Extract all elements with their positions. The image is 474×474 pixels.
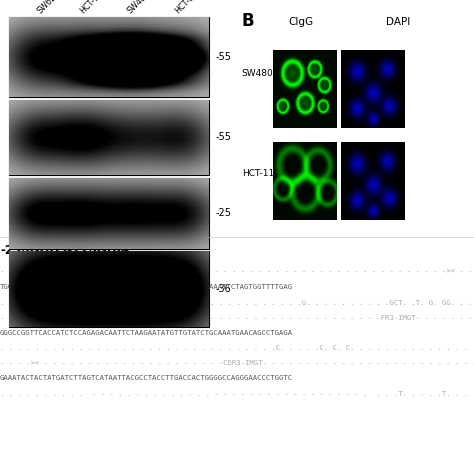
Bar: [9, 17, 209, 97]
Bar: [9, 100, 209, 175]
Text: HCT-8: HCT-8: [173, 0, 196, 15]
Text: SW480: SW480: [242, 69, 273, 78]
Text: DAPI: DAPI: [386, 17, 410, 27]
Text: -36: -36: [216, 284, 231, 294]
Text: HCT-116: HCT-116: [242, 169, 280, 177]
Text: - - - - - - - - - - - - - - - - - - - - - - - - - - - - - - - - - - - - - - - - : - - - - - - - - - - - - - - - - - - - - …: [0, 315, 474, 321]
Bar: [9, 178, 209, 249]
Bar: [9, 251, 209, 327]
Text: B: B: [242, 12, 255, 30]
Text: -23/IGHD3-22/IGHJ4: -23/IGHD3-22/IGHJ4: [0, 244, 129, 257]
Text: - - - - - - - - - - - - - - - - - - -FR2-IMGT- - - - - - - - - - - - - - - - - -: - - - - - - - - - - - - - - - - - - -FR2…: [0, 268, 474, 274]
Text: GAAATACTACTATGATCTTAGTCATAATTACGCCTACCTTGACCACTGGGGCCAGGGAACCCTGGTC: GAAATACTACTATGATCTTAGTCATAATTACGCCTACCTT…: [0, 375, 293, 382]
Text: SW620: SW620: [36, 0, 62, 15]
Text: TGGGTCCGGCAGGCTCCCGGGGAAGGGGCTGGAATGGGTCTCAAGAATAAATTCTAGTGGTTTTGAG: TGGGTCCGGCAGGCTCCCGGGGAAGGGGCTGGAATGGGTC…: [0, 284, 293, 291]
Text: -25: -25: [216, 208, 232, 219]
Text: CIgG: CIgG: [288, 17, 314, 27]
Text: GGGCCGGTTCACCATCTCCAGAGACAATTCTAAGAATATGTTGTATCTGCAAATGAACAGCCTGAGA: GGGCCGGTTCACCATCTCCAGAGACAATTCTAAGAATATG…: [0, 330, 293, 336]
Text: - - - ->< - - - - - - - - - - - - - - - - - - - - -CDR3-IMGT- - - - - - - - - - : - - - ->< - - - - - - - - - - - - - - - …: [0, 360, 474, 366]
Text: SW480: SW480: [126, 0, 152, 15]
Text: -55: -55: [216, 132, 232, 143]
Text: . . . . . . . . . .  - - - . . . . . . . . . . . - - - - - - - - - - - - - - - -: . . . . . . . . . . - - - . . . . . . . …: [0, 391, 474, 397]
Text: . . . . . . . . . . . . . . . . . . . . . . . . . . . . . . . .C. . . . .C. C. C: . . . . . . . . . . . . . . . . . . . . …: [0, 345, 474, 351]
Text: HCT-116: HCT-116: [78, 0, 108, 15]
Text: -55: -55: [216, 52, 232, 62]
Text: . . . . . . . . . . . . . . . . . . . . . . . . . . . . . . . . . . .G. . . . . : . . . . . . . . . . . . . . . . . . . . …: [0, 300, 474, 306]
